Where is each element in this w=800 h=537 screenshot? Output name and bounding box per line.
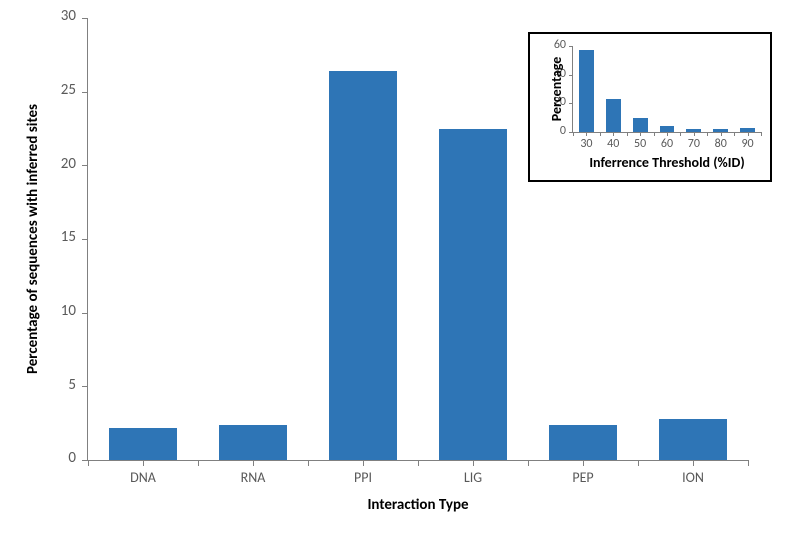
inset-chart-x-title: Inferrence Threshold (%ID) xyxy=(573,154,761,171)
main-chart-y-title: Percentage of sequences with inferred si… xyxy=(24,18,42,460)
x-tick-minor xyxy=(761,132,762,136)
main-bar xyxy=(549,425,617,460)
x-tick xyxy=(693,460,694,466)
figure-stage: 051015202530 DNARNAPPILIGPEPION Percenta… xyxy=(0,0,800,537)
x-tick-label: PEP xyxy=(528,469,638,486)
y-tick xyxy=(82,239,88,240)
main-chart-x-title: Interaction Type xyxy=(88,496,748,514)
x-tick xyxy=(748,132,749,136)
x-tick-minor xyxy=(198,460,199,466)
main-bar xyxy=(219,425,287,460)
y-tick xyxy=(569,46,573,47)
x-tick-minor xyxy=(600,132,601,136)
y-tick xyxy=(569,75,573,76)
x-tick xyxy=(721,132,722,136)
x-tick xyxy=(667,132,668,136)
x-tick xyxy=(253,460,254,466)
x-tick-label: 40 xyxy=(600,137,627,151)
x-tick xyxy=(473,460,474,466)
x-tick-label: 90 xyxy=(734,137,761,151)
inset-bar xyxy=(606,99,621,132)
inset-chart-box: 0204060 30405060708090 Percentage Inferr… xyxy=(528,32,772,182)
x-tick-label: 50 xyxy=(627,137,654,151)
x-tick-label: 80 xyxy=(707,137,734,151)
x-tick-label: RNA xyxy=(198,469,308,486)
inset-chart-y-title: Percentage xyxy=(548,46,565,132)
x-tick-minor xyxy=(308,460,309,466)
y-tick xyxy=(82,165,88,166)
main-bar xyxy=(439,129,507,461)
x-tick-minor xyxy=(734,132,735,136)
main-bar xyxy=(109,428,177,460)
inset-bar xyxy=(660,126,675,132)
x-tick xyxy=(143,460,144,466)
x-tick xyxy=(583,460,584,466)
x-tick-minor xyxy=(88,460,89,466)
x-tick-label: LIG xyxy=(418,469,528,486)
x-tick-label: 70 xyxy=(680,137,707,151)
x-tick-label: PPI xyxy=(308,469,418,486)
inset-bar xyxy=(686,129,701,132)
x-tick-minor xyxy=(418,460,419,466)
y-tick xyxy=(569,103,573,104)
main-bar xyxy=(329,71,397,460)
y-tick xyxy=(82,92,88,93)
x-tick-minor xyxy=(573,132,574,136)
x-tick-minor xyxy=(680,132,681,136)
y-tick xyxy=(82,18,88,19)
inset-bar xyxy=(740,128,755,132)
y-axis-line xyxy=(572,46,573,133)
x-tick xyxy=(613,132,614,136)
x-tick xyxy=(586,132,587,136)
x-tick xyxy=(363,460,364,466)
x-tick xyxy=(640,132,641,136)
y-tick xyxy=(82,386,88,387)
x-tick-minor xyxy=(627,132,628,136)
inset-bar xyxy=(579,50,594,132)
x-tick-label: 60 xyxy=(654,137,681,151)
y-tick xyxy=(82,313,88,314)
main-bar xyxy=(659,419,727,460)
x-tick-minor xyxy=(707,132,708,136)
x-tick-minor xyxy=(748,460,749,466)
x-tick-minor xyxy=(654,132,655,136)
x-tick-minor xyxy=(638,460,639,466)
x-tick xyxy=(694,132,695,136)
x-tick-label: 30 xyxy=(573,137,600,151)
inset-bar xyxy=(713,129,728,132)
inset-bar xyxy=(633,118,648,132)
x-tick-label: DNA xyxy=(88,469,198,486)
x-tick-minor xyxy=(528,460,529,466)
x-tick-label: ION xyxy=(638,469,748,486)
